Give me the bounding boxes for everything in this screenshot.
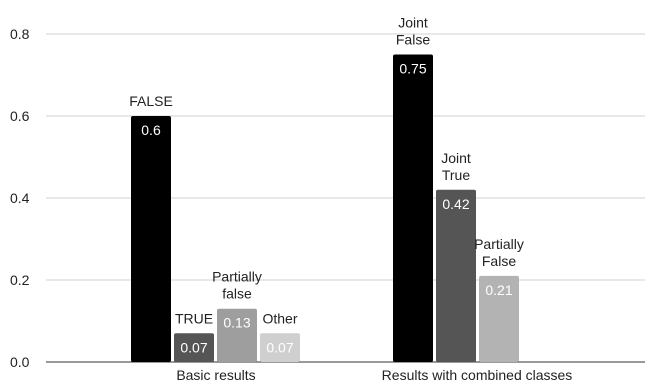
bar-value-label: 0.21 bbox=[485, 282, 512, 298]
bar-name-label: FALSE bbox=[129, 93, 173, 109]
bar bbox=[174, 333, 214, 362]
y-tick-label: 0.8 bbox=[10, 26, 30, 42]
y-tick-label: 0.0 bbox=[10, 354, 30, 370]
bar-value-label: 0.6 bbox=[141, 122, 161, 138]
bar-value-label: 0.75 bbox=[399, 61, 426, 77]
bar-name-label: Partially False bbox=[474, 236, 524, 269]
bar-value-label: 0.42 bbox=[442, 196, 469, 212]
bar bbox=[217, 308, 257, 362]
bar-value-label: 0.13 bbox=[223, 315, 250, 331]
bar bbox=[260, 333, 300, 362]
y-tick-label: 0.4 bbox=[10, 190, 30, 206]
bar-name-label: Partially false bbox=[212, 269, 262, 302]
bar-layer bbox=[131, 54, 519, 362]
bar-value-label: 0.07 bbox=[180, 339, 207, 355]
bar-name-label: TRUE bbox=[175, 310, 213, 326]
y-tick-label: 0.2 bbox=[10, 272, 30, 288]
bar-name-label: Joint True bbox=[441, 150, 471, 183]
bar-value-label: 0.07 bbox=[266, 339, 293, 355]
category-label: Basic results bbox=[176, 367, 255, 382]
bar-name-label: Joint False bbox=[396, 15, 430, 48]
bar bbox=[393, 54, 433, 362]
label-layer: 0.0 0.2 0.4 0.6 0.8 Basic results 0.6 FALSE 0.07… bbox=[10, 15, 572, 382]
category-label: Results with combined classes bbox=[382, 367, 573, 382]
bar bbox=[131, 116, 171, 362]
bar bbox=[479, 275, 519, 362]
y-tick-label: 0.6 bbox=[10, 108, 30, 124]
bar-name-label: Other bbox=[262, 310, 297, 326]
bar bbox=[436, 189, 476, 362]
